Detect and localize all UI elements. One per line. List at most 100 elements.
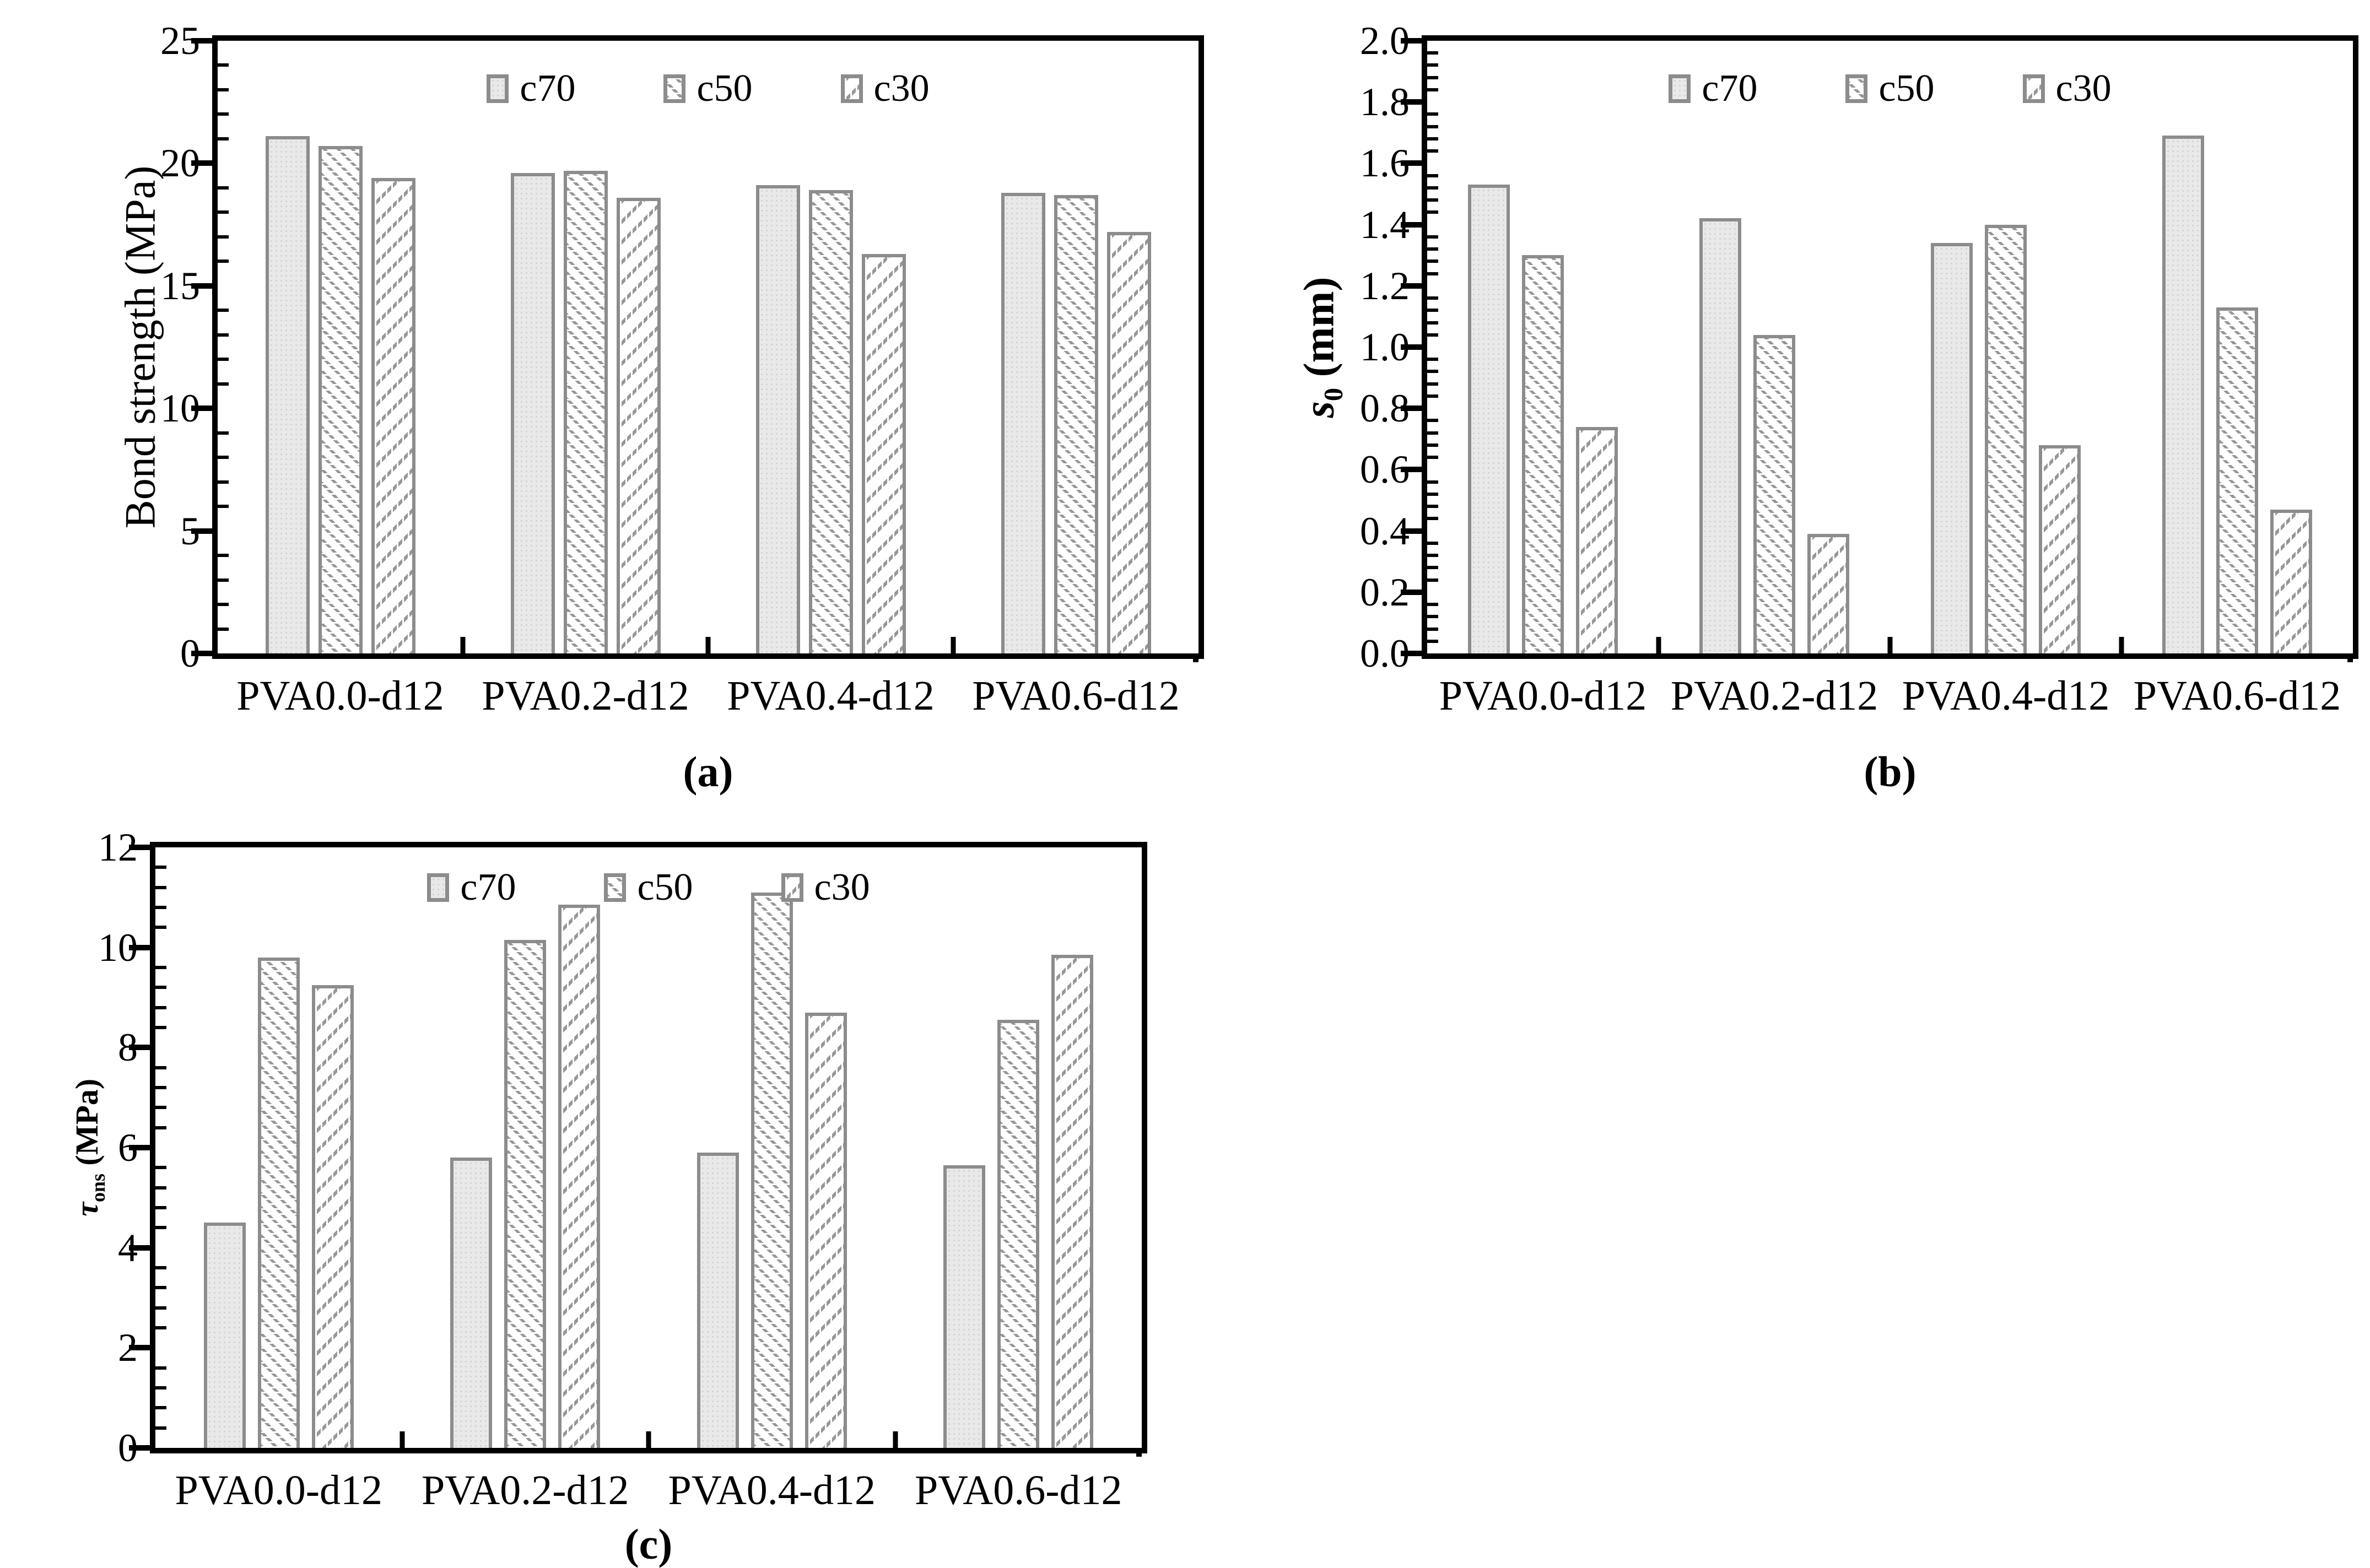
c50-swatch-icon — [1845, 74, 1868, 103]
bars-area — [1427, 41, 2353, 653]
y-minor-tick — [1427, 210, 1438, 214]
y-minor-tick — [155, 1406, 166, 1410]
bar-c50 — [751, 892, 793, 1448]
bars-area — [218, 41, 1199, 653]
y-minor-tick — [155, 1286, 166, 1290]
legend-label: c30 — [2055, 67, 2112, 110]
legend-item-c70: c70 — [427, 868, 516, 907]
axis-corner-nub — [2347, 653, 2353, 662]
legend-label: c70 — [520, 67, 576, 110]
y-minor-tick — [1427, 137, 1438, 140]
y-minor-tick — [218, 137, 229, 140]
bar-c50 — [1985, 224, 2027, 653]
y-major-tick — [1401, 99, 1427, 105]
bar-group — [895, 847, 1142, 1448]
y-major-tick — [1401, 38, 1427, 44]
y-minor-tick — [155, 1326, 166, 1329]
x-category-label: PVA0.2-d12 — [482, 673, 689, 719]
legend-label: c30 — [873, 67, 930, 110]
axis-corner-nub — [1193, 653, 1199, 662]
bar-c30 — [311, 985, 354, 1448]
y-minor-tick — [155, 1106, 166, 1110]
x-category-label: PVA0.2-d12 — [421, 1467, 629, 1513]
c70-swatch-icon — [427, 873, 450, 902]
chart-a-bond-strength: Bond strength (MPa) 25 20 15 10 5 0 c70 c50 c30… — [116, 21, 1204, 793]
y-major-tick — [191, 405, 218, 412]
bar-c50 — [563, 170, 608, 653]
bar-c70 — [1001, 192, 1045, 653]
panel-caption-c: (c) — [624, 1520, 673, 1568]
y-minor-tick — [155, 866, 166, 869]
c50-swatch-icon — [663, 74, 686, 103]
bar-c50 — [1753, 334, 1795, 653]
y-minor-tick — [218, 88, 229, 91]
y-minor-tick — [1427, 125, 1438, 128]
y-major-tick — [129, 1145, 155, 1150]
y-minor-tick — [155, 1186, 166, 1189]
bar-group — [155, 847, 402, 1448]
bar-c30 — [1807, 534, 1849, 653]
y-minor-tick — [155, 1206, 166, 1209]
x-separator-tick — [893, 1431, 898, 1448]
bar-c70 — [1699, 218, 1741, 653]
bar-c30 — [1051, 955, 1094, 1448]
y-minor-tick — [218, 210, 229, 214]
x-separator-tick — [951, 637, 956, 653]
y-minor-tick — [155, 926, 166, 929]
x-separator-tick — [646, 1431, 651, 1448]
bar-c50 — [504, 940, 547, 1448]
y-axis-title-text: Bond strength (MPa) — [116, 166, 164, 529]
y-major-tick — [1401, 221, 1427, 228]
y-minor-tick — [218, 603, 229, 607]
y-minor-tick — [1427, 247, 1438, 251]
y-minor-tick — [155, 986, 166, 990]
y-major-tick — [129, 1245, 155, 1251]
x-category-label: PVA0.6-d12 — [914, 1467, 1122, 1513]
legend-item-c50: c50 — [663, 67, 753, 110]
bar-c50 — [318, 146, 363, 653]
y-major-tick — [129, 944, 155, 950]
y-minor-tick — [155, 1066, 166, 1069]
c70-swatch-icon — [1669, 74, 1691, 103]
y-minor-tick — [1427, 174, 1438, 177]
x-separator-tick — [1887, 637, 1893, 653]
y-minor-tick — [218, 358, 229, 361]
bar-group — [649, 847, 895, 1448]
y-minor-tick — [1427, 382, 1438, 386]
y-axis-title-segment: ons — [87, 1174, 109, 1203]
legend-label: c50 — [697, 67, 753, 110]
y-major-tick — [1401, 283, 1427, 289]
y-minor-tick — [218, 259, 229, 263]
y-major-tick — [1401, 344, 1427, 350]
y-major-tick — [1401, 528, 1427, 534]
y-minor-tick — [1427, 321, 1438, 325]
panel-caption-a: (a) — [683, 748, 733, 796]
y-axis-title: s0 (mm) — [1295, 41, 1350, 653]
bar-c30 — [2039, 445, 2081, 653]
y-minor-tick — [1427, 566, 1438, 570]
legend-item-c50: c50 — [604, 868, 693, 907]
x-category-label: PVA0.2-d12 — [1670, 673, 1878, 719]
c30-swatch-icon — [2022, 74, 2045, 103]
x-category-label: PVA0.6-d12 — [972, 673, 1180, 719]
panel-caption-b: (b) — [1864, 748, 1916, 796]
y-minor-tick — [1427, 480, 1438, 484]
y-major-tick — [191, 528, 218, 534]
y-axis-title-segment: τ — [69, 1202, 105, 1217]
y-minor-tick — [1427, 431, 1438, 435]
x-category-label: PVA0.0-d12 — [1439, 673, 1647, 719]
y-major-tick — [129, 845, 155, 850]
legend-label: c70 — [460, 866, 516, 909]
legend: c70 c50 c30 — [1427, 69, 2353, 108]
bar-c30 — [805, 1012, 847, 1448]
y-minor-tick — [1427, 112, 1438, 116]
y-minor-tick — [1427, 333, 1438, 337]
legend-item-c30: c30 — [840, 67, 930, 110]
y-minor-tick — [1427, 370, 1438, 374]
x-category-label: PVA0.6-d12 — [2133, 673, 2341, 719]
y-minor-tick — [218, 627, 229, 631]
y-minor-tick — [1427, 358, 1438, 361]
chart-b-s0-slip: s0 (mm) 2.0 1.8 1.6 1.4 1.2 1.0 0.8 0.6 0.4 0.2 0.… — [1295, 21, 2358, 793]
y-minor-tick — [218, 112, 229, 116]
